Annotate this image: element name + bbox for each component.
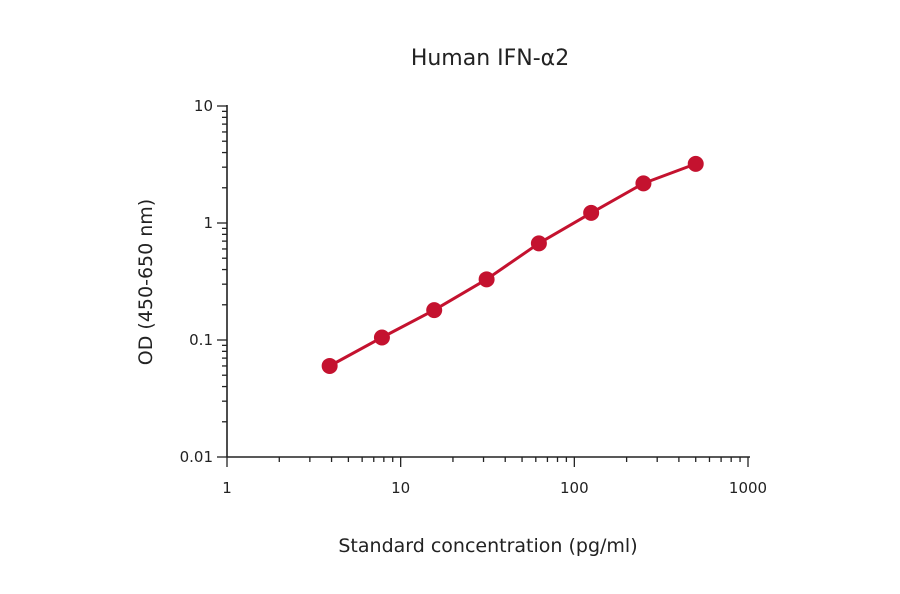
data-point — [687, 155, 704, 172]
y-tick-label: 0.01 — [180, 448, 213, 466]
plot-area — [321, 155, 704, 374]
data-point — [321, 357, 338, 374]
x-tick-label: 1000 — [729, 479, 767, 497]
chart-title: Human IFN-α2 — [411, 46, 569, 71]
data-point — [583, 204, 600, 221]
data-point — [530, 235, 547, 252]
y-axis-label: OD (450-650 nm) — [135, 199, 157, 365]
data-point — [373, 329, 390, 346]
data-point — [478, 271, 495, 288]
x-tick-label: 1 — [222, 479, 232, 497]
y-tick-label: 0.1 — [189, 331, 213, 349]
y-tick-label: 1 — [203, 214, 213, 232]
data-point — [426, 302, 443, 319]
x-axis-label: Standard concentration (pg/ml) — [338, 535, 637, 557]
x-tick-label: 10 — [391, 479, 410, 497]
data-point — [635, 175, 652, 192]
axes: 1 10 100 1000 0.01 0.1 1 10 — [180, 97, 768, 497]
y-tick-label: 10 — [194, 97, 213, 115]
series-line — [328, 162, 697, 368]
x-tick-label: 100 — [560, 479, 589, 497]
